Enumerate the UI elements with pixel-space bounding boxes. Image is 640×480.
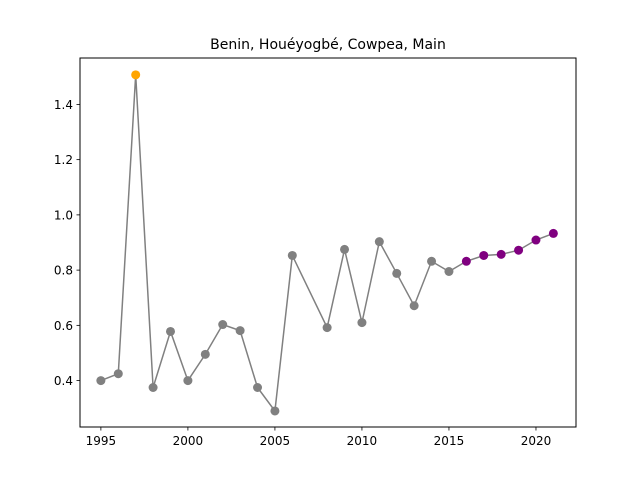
- y-tick-label: 1.0: [54, 208, 73, 222]
- y-tick-label: 0.8: [54, 264, 73, 278]
- data-point-observed-1999: [166, 326, 175, 336]
- axes: 1995 2000 2005 2010 2015 2020 0.4 0.6 0.8 1.0 1.2 1…: [54, 98, 551, 448]
- data-point-observed-2008: [322, 323, 332, 333]
- data-point-forecast-2020: [531, 235, 541, 245]
- y-tick-label: 1.4: [54, 98, 73, 112]
- data-point-observed-2000: [183, 376, 193, 386]
- data-point-observed-2010: [357, 318, 367, 328]
- data-point-observed-2011: [374, 237, 384, 247]
- data-point-forecast-2019: [514, 245, 524, 255]
- data-point-observed-2012: [392, 268, 402, 278]
- axes-frame: [79, 57, 577, 428]
- y-tick-label: 0.4: [54, 374, 73, 388]
- data-point-forecast-2016: [461, 256, 471, 266]
- y-tick-label: 1.2: [54, 153, 73, 167]
- data-point-observed-2009: [340, 244, 350, 254]
- data-point-observed-1996: [113, 369, 123, 379]
- x-tick-label: 1995: [86, 434, 117, 448]
- x-tick-label: 2015: [434, 434, 465, 448]
- data-point-observed-2004: [253, 383, 263, 392]
- data-point-forecast-2021: [548, 228, 558, 238]
- x-tick-label: 2020: [521, 434, 552, 448]
- x-tick-label: 2010: [347, 434, 378, 448]
- data-point-observed-2005: [270, 406, 280, 416]
- x-tick-label: 2000: [173, 434, 204, 448]
- data-point-observed-2006: [287, 250, 297, 260]
- data-point-observed-2001: [200, 349, 210, 359]
- data-point-outlier-1997: [131, 70, 141, 80]
- y-tick-label: 0.6: [54, 319, 73, 333]
- data-point-forecast-2017: [479, 250, 489, 260]
- data-point-observed-1998: [148, 383, 158, 392]
- plot-area: [96, 70, 558, 416]
- data-point-forecast-2018: [496, 249, 506, 259]
- data-point-observed-2014: [427, 256, 437, 266]
- data-point-observed-2002: [218, 320, 228, 330]
- data-point-observed-2015: [444, 267, 454, 276]
- data-point-observed-2003: [235, 326, 245, 336]
- data-point-observed-1995: [96, 376, 106, 386]
- chart-title: Benin, Houéyogbé, Cowpea, Main: [210, 37, 446, 53]
- x-tick-label: 2005: [260, 434, 291, 448]
- data-point-observed-2013: [409, 301, 419, 311]
